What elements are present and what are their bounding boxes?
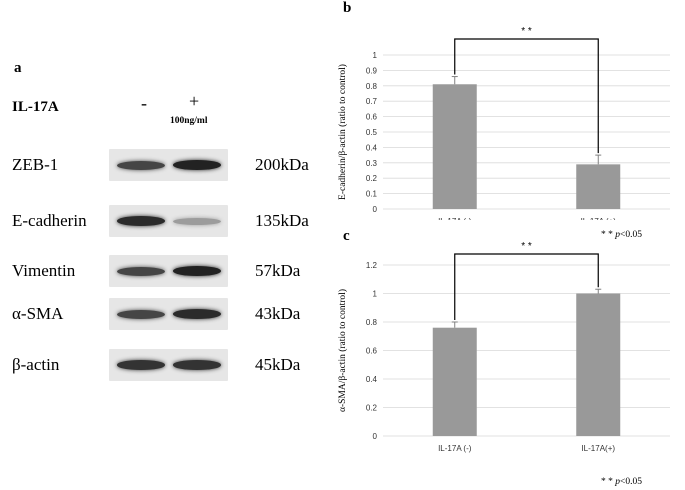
y-tick-label: 0.4 <box>366 143 378 152</box>
footnote-c-p: p <box>615 477 620 487</box>
significance-bracket <box>454 38 599 154</box>
x-tick-label: IL-17A (-) <box>438 444 472 453</box>
chart-alpha-sma: 0 0.2 0.4 0.6 0.8 1 1.2 α-SMA/β-actin (ratio to… <box>337 242 670 453</box>
y-tick-label: 0.2 <box>366 174 378 183</box>
kda-label: 200kDa <box>255 155 309 174</box>
x-tick-label: IL-17A (-) <box>438 217 472 220</box>
blot-image <box>109 298 228 330</box>
y-tick-label: 0 <box>373 432 378 441</box>
y-tick-label: 0.4 <box>366 375 378 384</box>
kda-label: 45kDa <box>255 355 301 374</box>
y-tick-label: 0.1 <box>366 190 378 199</box>
x-tick-label: IL-17A (+) <box>581 217 617 220</box>
y-tick-label: 0.7 <box>366 97 378 106</box>
protein-label: E-cadherin <box>12 211 87 230</box>
panel-a-letter: a <box>14 60 22 76</box>
significance-stars: * * <box>521 26 532 37</box>
x-tick-label: IL-17A(+) <box>581 444 615 453</box>
band-treated <box>173 217 221 225</box>
band-control <box>117 160 165 170</box>
chart-e-cadherin: 0 0.1 0.2 0.3 0.4 0.5 0.6 0.7 0.8 0.9 1 E-cadherin/… <box>337 26 670 220</box>
significance-bracket <box>454 253 599 320</box>
footnote-c-value: <0.05 <box>620 477 642 487</box>
y-tick-label: 1 <box>373 51 378 60</box>
y-tick-label: 0.8 <box>366 82 378 91</box>
minus-sign: - <box>141 93 147 113</box>
significance-stars: * * <box>521 242 532 252</box>
band-control <box>117 216 165 226</box>
bar <box>432 84 477 209</box>
panel-b-letter: b <box>343 0 352 16</box>
protein-label: Vimentin <box>12 261 76 280</box>
footnote-c-stars: * * <box>601 477 613 487</box>
band-control <box>117 360 165 370</box>
y-axis-label: α-SMA/β-actin (ratio to control) <box>337 289 348 412</box>
blot-image <box>109 255 228 287</box>
blot-image <box>109 149 228 181</box>
protein-label: α-SMA <box>12 304 64 323</box>
band-treated <box>173 309 221 319</box>
protein-label: β-actin <box>12 355 60 374</box>
kda-label: 43kDa <box>255 304 301 323</box>
bar <box>576 293 621 436</box>
y-tick-label: 0.5 <box>366 128 378 137</box>
y-tick-label: 0.9 <box>366 66 378 75</box>
bar <box>576 164 621 209</box>
protein-label: ZEB-1 <box>12 155 59 174</box>
blot-image <box>109 205 228 237</box>
footnote-c: * * p<0.05 <box>601 477 642 487</box>
panel-c-letter: c <box>343 228 350 244</box>
band-treated <box>173 160 221 170</box>
kda-label: 57kDa <box>255 261 301 280</box>
footnote-b-p: p <box>615 230 620 240</box>
kda-label: 135kDa <box>255 211 309 230</box>
band-treated <box>173 360 221 370</box>
y-axis-label: E-cadherin/β-actin (ratio to control) <box>337 64 348 200</box>
dose-label: 100ng/ml <box>170 116 208 126</box>
y-tick-label: 0.2 <box>366 404 378 413</box>
band-treated <box>173 266 221 276</box>
y-tick-label: 1.2 <box>366 261 378 270</box>
blot-image <box>109 349 228 381</box>
band-control <box>117 309 165 319</box>
footnote-b-value: <0.05 <box>620 230 642 240</box>
y-tick-label: 0.8 <box>366 318 378 327</box>
plus-sign: + <box>189 91 200 111</box>
y-tick-label: 1 <box>373 290 378 299</box>
footnote-b: * * p<0.05 <box>601 230 642 240</box>
treatment-label: IL-17A <box>12 99 59 115</box>
y-tick-label: 0.6 <box>366 347 378 356</box>
y-tick-label: 0.6 <box>366 113 378 122</box>
y-tick-label: 0 <box>373 205 378 214</box>
band-control <box>117 266 165 276</box>
y-tick-label: 0.3 <box>366 159 378 168</box>
bar <box>432 327 477 436</box>
footnote-b-stars: * * <box>601 230 613 240</box>
